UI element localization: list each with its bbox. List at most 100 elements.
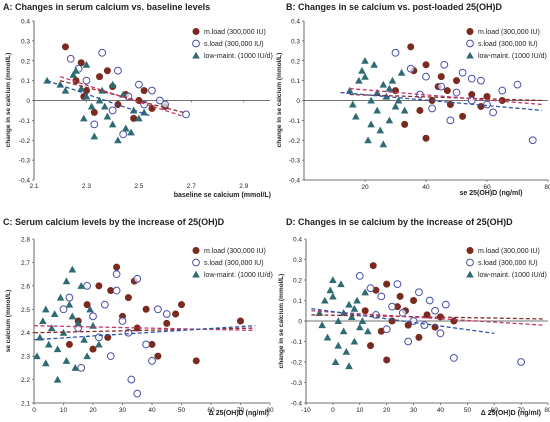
panel-d-point-s <box>404 337 413 346</box>
panel-d-xtick-label: 80 <box>544 407 550 414</box>
panel-d-xtick-label: 40 <box>437 407 445 414</box>
panel-c-point-l <box>62 357 71 364</box>
panel-a-legend-label-m: m.load (300,000 IU) <box>204 29 266 36</box>
panel-c-point-m <box>237 317 245 325</box>
panel-d-legend-label-m: m.load (300,000 IU) <box>478 248 540 255</box>
panel-b-ytick-label: 0.2 <box>291 58 300 65</box>
panel-a-point-s <box>119 130 128 139</box>
panel-d-point-s <box>436 329 445 338</box>
panel-d-xlabel: Δ 25(OH)D (ng/ml) <box>481 410 541 417</box>
panel-b-ytick-label: -0.4 <box>289 178 301 185</box>
panel-d-point-s <box>393 280 402 289</box>
panel-d-point-l <box>339 309 348 316</box>
panel-c-point-s <box>118 317 127 325</box>
panel-c-point-l <box>47 324 56 332</box>
panel-d-point-l <box>345 300 353 308</box>
panel-d-point-l <box>329 292 337 300</box>
panel-c-trend-s <box>33 325 256 332</box>
panel-c-xtick-label: 40 <box>148 407 156 414</box>
panel-c-point-l <box>33 352 41 360</box>
panel-b-legend: m.load (300,000 IU) s.load (300,000 IU) lo… <box>466 27 547 60</box>
panel-b-point-m <box>407 43 415 51</box>
panel-b-point-s <box>489 108 498 117</box>
panel-c-point-s <box>89 312 97 321</box>
panel-c-point-s <box>112 270 121 279</box>
panel-b-point-l <box>361 56 369 64</box>
panel-d-point-m <box>361 307 369 315</box>
panel-a-point-l <box>82 92 91 100</box>
panel-b-point-m <box>416 106 424 114</box>
panel-c-xtick-label: 70 <box>237 407 245 414</box>
panel-c-point-l <box>68 265 77 273</box>
panel-c-xlabel: Δ 25(OH)D (ng/ml) <box>209 410 269 417</box>
panel-a-point-s <box>155 96 164 105</box>
panel-d-point-l <box>353 296 361 304</box>
panel-d-point-l <box>318 321 326 329</box>
panel-b-xtick-label: 60 <box>483 184 491 191</box>
panel-a-series-l <box>43 60 148 144</box>
panel-a-point-l <box>72 66 80 74</box>
panel-c-point-m <box>65 340 73 348</box>
panel-c-point-l <box>42 305 50 313</box>
panel-a-point-l <box>108 120 117 128</box>
panel-a-point-s <box>114 66 122 75</box>
panel-b-series-l <box>345 56 409 148</box>
panel-a-ytick-label: 0.2 <box>21 58 30 65</box>
panel-a-point-l <box>43 76 51 84</box>
panel-c-point-l <box>83 352 91 360</box>
panel-a-point-l <box>80 114 88 122</box>
panel-c-point-l <box>42 359 50 367</box>
panel-c-series-m <box>65 263 245 365</box>
panel-c: C: Serum calcium levels by the increase … <box>3 217 274 417</box>
panel-c-trend-l <box>33 325 256 341</box>
panel-d-point-l <box>339 327 348 335</box>
panel-b-ytick-label: -0.2 <box>289 138 301 145</box>
panel-b-point-s <box>440 60 449 69</box>
panel-c-point-s <box>83 281 91 290</box>
panel-b-legend-label-s: s.load (300,000 IU) <box>478 41 538 48</box>
panel-d-point-s <box>355 272 364 280</box>
panel-c-point-m <box>142 305 150 313</box>
panel-b-point-l <box>400 106 409 114</box>
panel-d-ytick-label: -0.1 <box>291 339 303 346</box>
panel-b-legend-label-m: m.load (300,000 IU) <box>478 29 540 36</box>
panel-c-series-l <box>33 265 103 383</box>
panel-b-point-s <box>422 72 430 81</box>
panel-d-legend-label-s: s.load (300,000 IU) <box>478 260 538 267</box>
panel-c-point-l <box>53 345 62 353</box>
panel-a: A: Changes in serum calcium vs. baseline… <box>3 2 273 199</box>
panel-c-point-l <box>71 364 80 371</box>
panel-b-point-l <box>373 106 381 114</box>
panel-b-title: B: Changes in se calcium vs. post-loaded… <box>286 2 503 12</box>
panel-d-point-l <box>329 276 337 284</box>
panel-a-xlabel: baseline se calcium (mmol/L) <box>174 192 271 199</box>
panel-b-point-l <box>358 66 366 74</box>
panel-d-point-m <box>369 262 377 270</box>
panel-c-ytick-label: 2.2 <box>21 377 30 384</box>
panel-b-point-l <box>355 76 363 84</box>
panel-b-point-m <box>452 77 460 85</box>
panel-d-point-l <box>334 317 343 325</box>
panel-b-point-l <box>370 60 378 68</box>
panel-c-point-l <box>68 312 77 320</box>
panel-b-point-l <box>349 100 357 108</box>
panel-c-ytick-label: 2.8 <box>21 237 30 244</box>
panel-d-legend-marker-s <box>466 258 474 267</box>
panel-d-point-m <box>367 342 375 350</box>
panel-d-point-m <box>450 317 458 325</box>
panel-a-xtick-label: 2.7 <box>187 183 196 190</box>
panel-b-ytick-label: 0.4 <box>291 19 300 26</box>
panel-c-legend-marker-m <box>192 247 200 255</box>
panel-b-legend-marker-m <box>466 27 474 35</box>
panel-d-ytick-label: -0.4 <box>291 401 303 408</box>
panel-d-legend-marker-m <box>466 247 474 255</box>
panel-b-point-m <box>422 61 430 69</box>
panel-c-point-s <box>133 274 142 283</box>
panel-a-point-l <box>77 84 85 92</box>
panel-c-legend: m.load (300,000 IU) s.load (300,000 IU) lo… <box>192 247 273 279</box>
panel-b-point-s <box>437 82 446 91</box>
panel-a-ytick-label: -0.2 <box>19 138 31 145</box>
panel-b-series-s <box>391 48 537 145</box>
panel-a-point-l <box>90 132 99 140</box>
panel-a-point-l <box>119 90 127 98</box>
